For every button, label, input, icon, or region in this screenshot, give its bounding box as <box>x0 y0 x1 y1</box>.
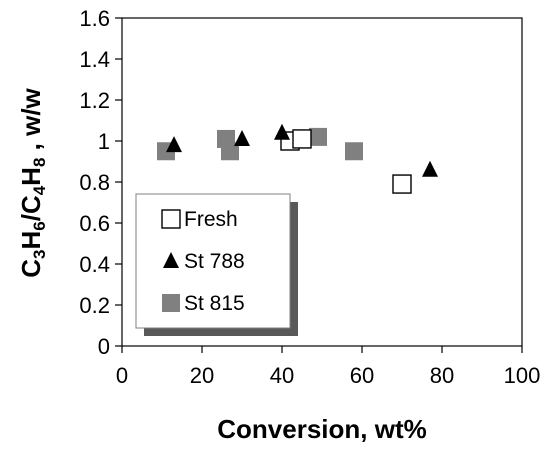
x-tick-label: 0 <box>116 363 128 388</box>
legend-marker <box>163 252 179 268</box>
data-point <box>234 129 250 146</box>
y-axis-title-part: H <box>16 231 46 250</box>
x-tick-label: 20 <box>190 363 214 388</box>
data-point <box>392 174 412 194</box>
y-axis-title-part: 6 <box>30 221 49 230</box>
y-axis-title-part: 3 <box>30 250 49 259</box>
y-tick-label: 1.2 <box>79 88 110 113</box>
legend-marker <box>162 294 180 312</box>
data-point <box>422 160 438 177</box>
y-axis-title-part: C <box>16 259 46 278</box>
data-point <box>309 127 327 146</box>
x-tick-label: 100 <box>504 363 541 388</box>
axis-ticks <box>115 17 523 353</box>
x-axis-title: Conversion, wt% <box>217 414 426 444</box>
legend-items: Fresh St 788 St 815 <box>161 208 245 315</box>
x-tick-labels: 0 20 40 60 80 100 <box>116 363 540 388</box>
x-tick-label: 40 <box>270 363 294 388</box>
y-tick-label: 0.4 <box>79 252 110 277</box>
y-tick-labels: 0 0.2 0.4 0.6 0.8 1 1.2 1.4 1.6 <box>79 6 110 359</box>
y-axis-title-part: /C <box>16 195 46 221</box>
legend-marker <box>161 209 181 229</box>
data-point <box>221 142 239 161</box>
y-tick-label: 1 <box>98 129 110 154</box>
y-axis-title-part: 4 <box>30 185 49 195</box>
legend-label: St 788 <box>184 250 245 273</box>
y-axis-title-part: , w/w <box>16 87 46 157</box>
y-tick-label: 0.6 <box>79 211 110 236</box>
y-tick-label: 0.8 <box>79 170 110 195</box>
x-tick-label: 60 <box>350 363 374 388</box>
y-axis-title: C3H6/C4H8 , w/w <box>16 87 49 277</box>
data-point <box>166 136 182 153</box>
data-point <box>292 129 312 149</box>
y-tick-label: 0.2 <box>79 293 110 318</box>
y-tick-label: 1.4 <box>79 47 110 72</box>
legend-label: Fresh <box>184 208 238 231</box>
y-tick-label: 1.6 <box>79 6 110 31</box>
data-points <box>157 123 438 194</box>
y-tick-label: 0 <box>98 334 110 359</box>
x-tick-label: 80 <box>430 363 454 388</box>
data-point <box>274 123 290 140</box>
y-axis-title-part: 8 <box>30 158 49 167</box>
y-axis-title-part: H <box>16 167 46 186</box>
legend-label: St 815 <box>184 292 245 315</box>
legend: Fresh St 788 St 815 <box>135 193 298 336</box>
data-point <box>345 142 363 161</box>
